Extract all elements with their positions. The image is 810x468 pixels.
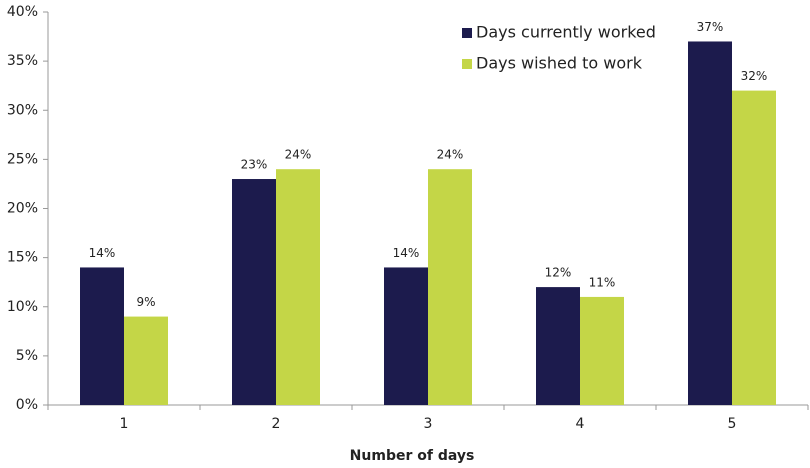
bar bbox=[580, 296, 624, 405]
x-tick-label: 3 bbox=[424, 416, 433, 432]
bar bbox=[276, 169, 320, 405]
bar bbox=[536, 287, 580, 405]
bar bbox=[80, 267, 124, 405]
y-tick-label: 20% bbox=[7, 201, 38, 217]
y-tick-label: 35% bbox=[7, 53, 38, 69]
x-tick-label: 2 bbox=[272, 416, 281, 432]
legend-label: Days currently worked bbox=[476, 23, 656, 42]
bar bbox=[688, 41, 732, 405]
value-label: 14% bbox=[393, 246, 420, 260]
legend-swatch bbox=[462, 28, 472, 38]
value-label: 9% bbox=[136, 295, 155, 309]
value-label: 24% bbox=[437, 148, 464, 162]
value-label: 23% bbox=[241, 158, 268, 172]
value-label: 11% bbox=[589, 275, 616, 289]
x-tick-label: 1 bbox=[120, 416, 129, 432]
y-tick-label: 10% bbox=[7, 299, 38, 315]
bar bbox=[732, 90, 776, 405]
bar bbox=[124, 316, 168, 405]
y-tick-label: 5% bbox=[16, 348, 38, 364]
x-tick-label: 5 bbox=[728, 416, 737, 432]
y-tick-label: 0% bbox=[16, 397, 38, 413]
legend-label: Days wished to work bbox=[476, 54, 643, 73]
y-tick-label: 25% bbox=[7, 151, 38, 167]
x-axis-title: Number of days bbox=[350, 448, 475, 464]
y-tick-label: 40% bbox=[7, 4, 38, 20]
y-tick-label: 30% bbox=[7, 102, 38, 118]
value-label: 37% bbox=[697, 20, 724, 34]
value-label: 14% bbox=[89, 246, 116, 260]
value-label: 12% bbox=[545, 266, 572, 280]
value-label: 32% bbox=[741, 69, 768, 83]
bar bbox=[384, 267, 428, 405]
y-tick-label: 15% bbox=[7, 250, 38, 266]
bar bbox=[428, 169, 472, 405]
legend-swatch bbox=[462, 59, 472, 69]
bar bbox=[232, 179, 276, 405]
value-label: 24% bbox=[285, 148, 312, 162]
x-tick-label: 4 bbox=[576, 416, 585, 432]
